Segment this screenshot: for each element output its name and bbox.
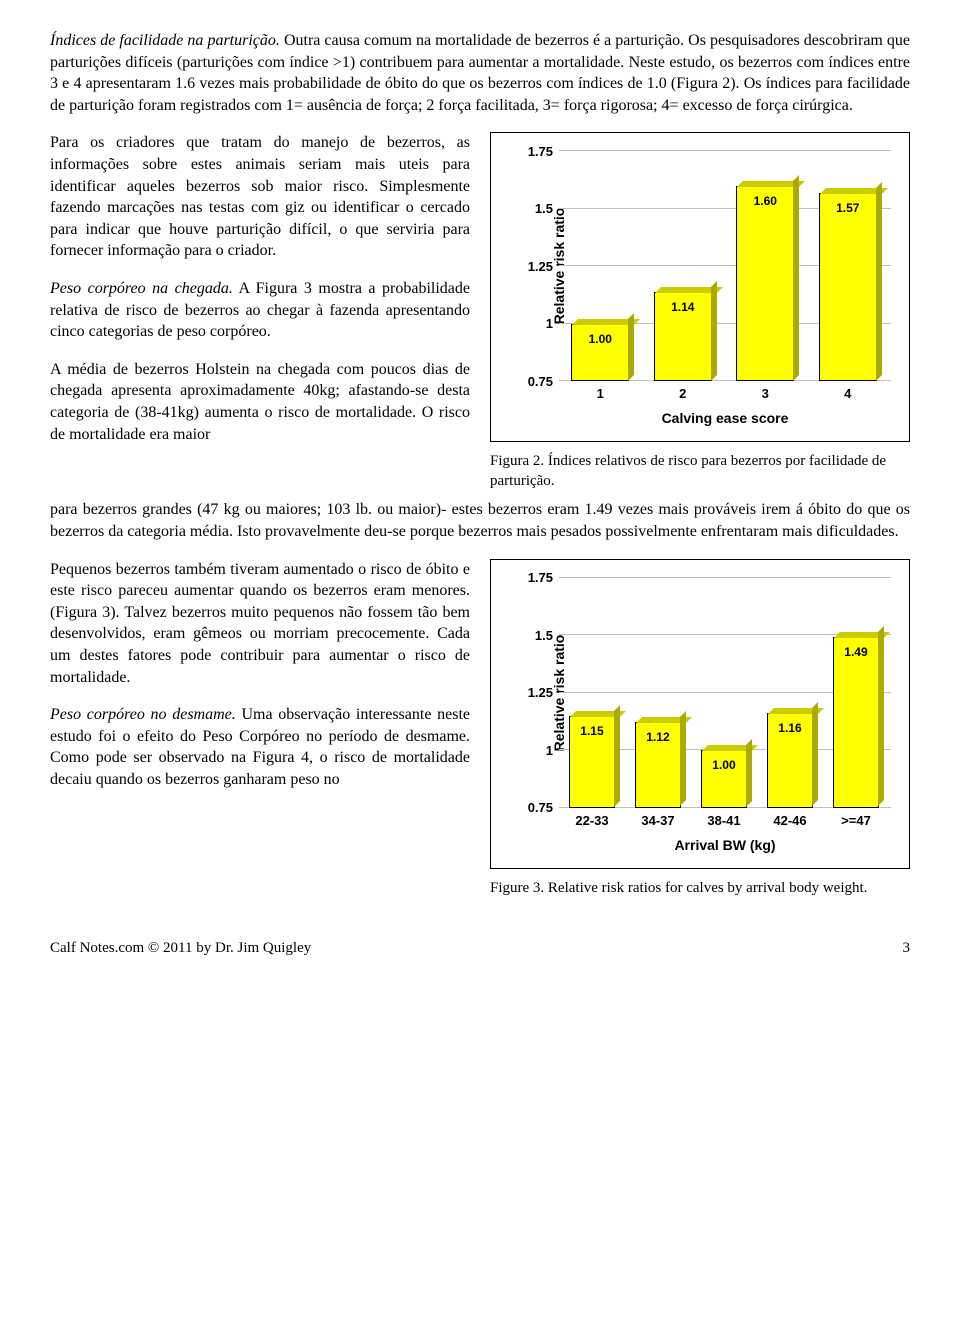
bar: 1.00 [701,750,747,808]
ytick-label: 1.25 [521,684,553,702]
chart2-caption: Figura 2. Índices relativos de risco par… [490,452,910,491]
bar-value-label: 1.16 [768,720,812,736]
chart3-col: Relative risk ratio0.7511.251.51.751.152… [490,559,910,899]
x-axis-title: Arrival BW (kg) [549,836,901,855]
x-axis-title: Calving ease score [549,409,901,428]
lead-1: Índices de facilidade na parturição. [50,32,280,49]
ytick-label: 1.25 [521,258,553,276]
xtick-label: 4 [813,385,883,403]
xtick-label: 22-33 [557,812,627,830]
bar: 1.15 [569,716,615,808]
bar: 1.12 [635,722,681,807]
paragraph-1: Índices de facilidade na parturição. Out… [50,30,910,116]
bar: 1.16 [767,713,813,807]
bar-value-label: 1.00 [702,757,746,773]
chart3-caption: Figure 3. Relative risk ratios for calve… [490,879,910,899]
bar-value-label: 1.60 [737,193,793,209]
footer: Calf Notes.com © 2011 by Dr. Jim Quigley… [50,938,910,958]
paragraph-3: Peso corpóreo na chegada. A Figura 3 mos… [50,278,470,343]
paragraph-4a: A média de bezerros Holstein na chegada … [50,359,470,445]
lead-3: Peso corpóreo na chegada. [50,280,233,297]
bar-value-label: 1.00 [572,331,628,347]
bar-value-label: 1.15 [570,723,614,739]
paragraph-5: Pequenos bezerros também tiveram aumenta… [50,559,470,689]
bar: 1.14 [654,292,712,382]
footer-right: 3 [903,938,911,958]
xtick-label: 3 [730,385,800,403]
bar: 1.49 [833,637,879,807]
xtick-label: 38-41 [689,812,759,830]
xtick-label: >=47 [821,812,891,830]
bar: 1.57 [819,193,877,382]
bar: 1.60 [736,186,794,382]
footer-left: Calf Notes.com © 2011 by Dr. Jim Quigley [50,938,311,958]
ytick-label: 0.75 [521,799,553,817]
paragraph-6: Peso corpóreo no desmame. Uma observação… [50,704,470,790]
bar-value-label: 1.57 [820,200,876,216]
left-col-1: Para os criadores que tratam do manejo d… [50,132,470,491]
ytick-label: 1.75 [521,569,553,587]
ytick-label: 0.75 [521,373,553,391]
bar: 1.00 [571,324,629,382]
lead-6: Peso corpóreo no desmame. [50,706,236,723]
ytick-label: 1 [521,315,553,333]
xtick-label: 1 [565,385,635,403]
chart2-col: Relative risk ratio0.7511.251.51.751.001… [490,132,910,491]
ytick-label: 1.5 [521,626,553,644]
ytick-label: 1.75 [521,143,553,161]
bar-value-label: 1.14 [655,299,711,315]
left-col-2: Pequenos bezerros também tiveram aumenta… [50,559,470,899]
xtick-label: 34-37 [623,812,693,830]
paragraph-4b: para bezerros grandes (47 kg ou maiores;… [50,499,910,542]
row-chart3: Pequenos bezerros também tiveram aumenta… [50,559,910,899]
ytick-label: 1.5 [521,200,553,218]
ytick-label: 1 [521,741,553,759]
xtick-label: 42-46 [755,812,825,830]
paragraph-2: Para os criadores que tratam do manejo d… [50,132,470,262]
row-chart2: Para os criadores que tratam do manejo d… [50,132,910,491]
chart-2: Relative risk ratio0.7511.251.51.751.001… [490,132,910,442]
bar-value-label: 1.12 [636,729,680,745]
bar-value-label: 1.49 [834,644,878,660]
xtick-label: 2 [648,385,718,403]
chart-3: Relative risk ratio0.7511.251.51.751.152… [490,559,910,869]
